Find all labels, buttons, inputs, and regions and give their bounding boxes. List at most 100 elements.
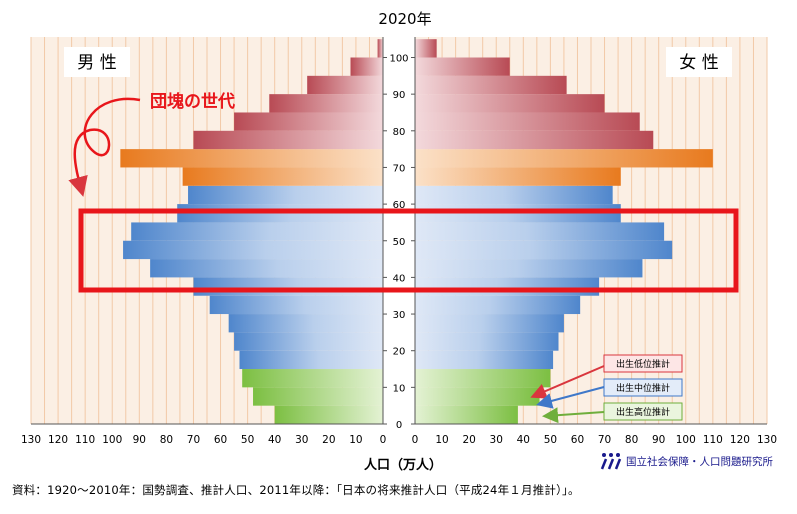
female-value-tick: 10 xyxy=(435,434,448,446)
female-bar-age-95 xyxy=(415,57,510,76)
x-axis-label: 人口（万人） xyxy=(364,457,442,473)
female-bar-age-25 xyxy=(415,314,564,333)
male-label-box xyxy=(64,47,130,77)
female-value-tick: 70 xyxy=(598,434,611,446)
legend-mid-label: 出生中位推計 xyxy=(616,382,670,394)
female-bar-age-70 xyxy=(415,149,713,168)
female-label: 女 性 xyxy=(679,53,718,73)
female-bar-age-10 xyxy=(415,369,551,388)
male-bar-age-85 xyxy=(269,94,383,113)
male-value-tick: 10 xyxy=(349,434,362,446)
female-bar-age-65 xyxy=(415,167,621,186)
female-bar-age-80 xyxy=(415,112,640,131)
male-bar-age-100 xyxy=(377,39,383,58)
age-tick-label: 80 xyxy=(393,127,406,138)
legend-high-arrow xyxy=(542,407,605,424)
male-label: 男 性 xyxy=(77,53,116,73)
pyramid-bars xyxy=(120,39,713,424)
male-bar-age-95 xyxy=(350,57,383,76)
male-bar-age-65 xyxy=(182,167,383,186)
female-bar-age-20 xyxy=(415,332,559,351)
age-tick-label: 30 xyxy=(393,310,406,321)
age-tick-label: 60 xyxy=(393,200,406,211)
male-value-tick: 120 xyxy=(48,434,68,446)
female-value-tick: 120 xyxy=(730,434,750,446)
male-bar-age-75 xyxy=(193,130,383,150)
male-value-tick: 60 xyxy=(214,434,227,446)
female-value-tick: 100 xyxy=(676,434,696,446)
male-value-tick: 70 xyxy=(187,434,200,446)
female-bar-age-15 xyxy=(415,350,554,370)
legend-mid-arrow xyxy=(536,386,605,409)
age-tick-label: 20 xyxy=(393,347,406,358)
age-tick-label: 10 xyxy=(393,383,406,394)
ipss-logo-icon xyxy=(600,453,622,470)
age-tick-label: 70 xyxy=(393,163,406,174)
annotation-arrow xyxy=(68,97,141,197)
female-bar-age-45 xyxy=(415,240,673,260)
female-bar-age-0 xyxy=(415,405,518,424)
legend-high-box xyxy=(603,402,683,421)
legend-high-label: 出生高位推計 xyxy=(616,406,670,418)
female-bar-age-40 xyxy=(415,259,643,278)
male-bar-age-90 xyxy=(307,75,383,95)
male-bar-age-45 xyxy=(123,240,384,260)
age-tick-label: 40 xyxy=(393,273,406,284)
female-value-tick: 80 xyxy=(625,434,638,446)
female-value-tick: 40 xyxy=(517,434,530,446)
male-bar-age-80 xyxy=(234,112,383,131)
female-label-box xyxy=(666,47,732,77)
legend-low-label: 出生低位推計 xyxy=(616,358,670,370)
ipss-name: 国立社会保障・人口問題研究所 xyxy=(626,455,773,468)
female-value-tick: 50 xyxy=(544,434,557,446)
female-bar-age-5 xyxy=(415,387,540,406)
source-note: 資料：1920～2010年：国勢調査、推計人口、2011年以降：「日本の将来推計… xyxy=(12,483,580,497)
male-bar-age-70 xyxy=(120,149,383,168)
age-tick-label: 90 xyxy=(393,90,406,101)
female-bar-age-30 xyxy=(415,295,581,315)
female-bar-age-90 xyxy=(415,75,567,95)
age-tick-label: 50 xyxy=(393,237,406,248)
male-value-tick: 20 xyxy=(322,434,335,446)
chart-title: 2020年 xyxy=(378,10,431,28)
male-value-tick: 110 xyxy=(75,434,95,446)
legend-low-box xyxy=(603,354,683,373)
male-value-tick: 130 xyxy=(21,434,41,446)
male-bar-age-0 xyxy=(274,405,383,424)
male-bar-age-40 xyxy=(150,259,383,278)
female-bar-age-60 xyxy=(415,185,613,205)
female-bar-age-100 xyxy=(415,39,437,58)
ipss-logo: 国立社会保障・人口問題研究所 xyxy=(600,452,773,470)
female-bar-age-85 xyxy=(415,94,605,113)
female-bar-age-35 xyxy=(415,277,600,296)
male-bar-age-35 xyxy=(193,277,383,296)
age-axis: 0 10 20 30 40 50 60 70 80 90 100 xyxy=(382,37,416,431)
legend-low-arrow xyxy=(530,365,605,399)
male-bar-age-20 xyxy=(234,332,383,351)
annotation-dankai: 団塊の世代 xyxy=(150,91,235,112)
male-value-tick: 50 xyxy=(241,434,254,446)
male-bar-age-15 xyxy=(239,350,383,370)
male-value-tick: 100 xyxy=(102,434,122,446)
male-bar-age-10 xyxy=(242,369,383,388)
male-bar-age-5 xyxy=(253,387,383,406)
male-value-tick: 40 xyxy=(268,434,281,446)
female-bar-age-50 xyxy=(415,222,665,241)
female-value-tick: 130 xyxy=(757,434,777,446)
male-bar-age-30 xyxy=(209,295,383,315)
age-tick-label: 0 xyxy=(396,420,402,431)
male-value-tick: 90 xyxy=(133,434,146,446)
female-value-tick: 90 xyxy=(652,434,665,446)
age-tick-label: 100 xyxy=(389,54,408,65)
male-bar-age-50 xyxy=(131,222,383,241)
male-value-tick: 0 xyxy=(380,434,387,446)
female-value-tick: 60 xyxy=(571,434,584,446)
male-value-tick: 80 xyxy=(160,434,173,446)
female-value-tick: 0 xyxy=(412,434,419,446)
female-value-tick: 30 xyxy=(490,434,503,446)
female-value-tick: 20 xyxy=(462,434,475,446)
highlight-box xyxy=(78,208,739,293)
male-bar-age-60 xyxy=(188,185,383,205)
